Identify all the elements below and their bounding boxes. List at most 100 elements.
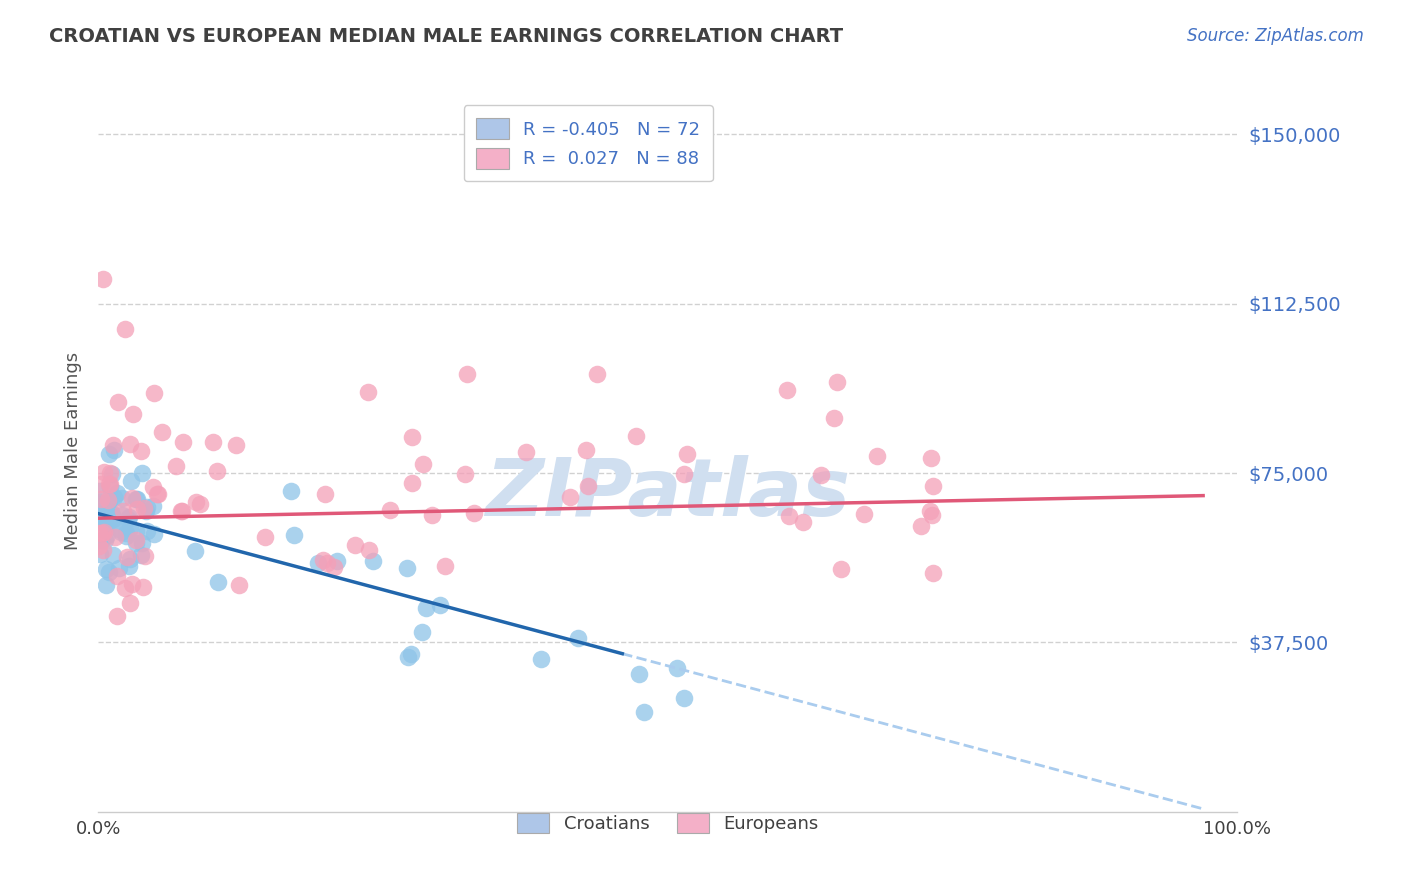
Point (135, 503, 157, 517)
Point (131, 580, 153, 594)
Text: Source: ZipAtlas.com: Source: ZipAtlas.com (1187, 27, 1364, 45)
Point (122, 407, 145, 421)
Point (90, 477, 112, 491)
Point (101, 510, 124, 524)
Point (132, 501, 155, 516)
Point (121, 491, 143, 505)
Point (172, 434, 194, 449)
Point (120, 521, 142, 535)
Point (378, 503, 401, 517)
Point (866, 449, 889, 463)
Point (91, 533, 114, 547)
Point (810, 468, 832, 483)
Point (312, 553, 335, 567)
Point (184, 495, 207, 509)
Point (89, 494, 111, 508)
Point (676, 447, 699, 461)
Point (136, 500, 159, 515)
Point (135, 524, 157, 538)
Text: ZIPatlas: ZIPatlas (485, 455, 851, 533)
Point (420, 508, 443, 522)
Point (98, 565, 121, 579)
Text: CROATIAN VS EUROPEAN MEDIAN MALE EARNINGS CORRELATION CHART: CROATIAN VS EUROPEAN MEDIAN MALE EARNING… (49, 27, 844, 45)
Point (118, 558, 141, 573)
Point (454, 467, 477, 481)
Point (110, 524, 132, 539)
Point (396, 649, 419, 664)
Point (87, 526, 110, 541)
Point (105, 486, 128, 500)
Point (921, 566, 943, 580)
Point (188, 497, 211, 511)
Point (118, 509, 141, 524)
Point (170, 504, 193, 518)
Point (910, 519, 932, 533)
Point (823, 410, 845, 425)
Point (114, 321, 136, 335)
Point (142, 480, 165, 494)
Point (94, 518, 117, 533)
Point (825, 375, 848, 389)
Point (776, 384, 799, 398)
Point (101, 467, 124, 481)
Point (103, 549, 125, 563)
Point (567, 631, 589, 645)
Point (323, 560, 346, 574)
Point (114, 582, 136, 596)
Point (125, 492, 148, 507)
Point (253, 530, 276, 544)
Point (184, 544, 207, 558)
Point (280, 483, 302, 498)
Point (87, 539, 110, 553)
Point (228, 578, 250, 592)
Point (108, 522, 131, 536)
Point (110, 508, 132, 523)
Point (141, 499, 163, 513)
Point (357, 384, 380, 399)
Point (124, 533, 146, 548)
Point (131, 536, 153, 550)
Point (94, 516, 117, 530)
Point (91, 507, 114, 521)
Point (361, 553, 384, 567)
Point (325, 554, 347, 568)
Point (108, 561, 131, 575)
Point (170, 504, 193, 518)
Point (624, 428, 647, 442)
Point (142, 386, 165, 401)
Point (98, 480, 121, 494)
Legend: Croatians, Europeans: Croatians, Europeans (505, 800, 831, 846)
Point (90, 491, 112, 506)
Point (922, 478, 945, 492)
Point (101, 512, 124, 526)
Point (145, 486, 167, 500)
Point (118, 552, 141, 566)
Point (401, 430, 423, 444)
Point (98, 494, 121, 508)
Point (778, 508, 800, 523)
Point (120, 474, 142, 488)
Point (93, 524, 115, 539)
Point (100, 505, 122, 519)
Point (457, 367, 479, 381)
Point (205, 464, 228, 478)
Point (93, 533, 115, 547)
Point (515, 445, 537, 459)
Point (97, 476, 120, 491)
Point (142, 526, 165, 541)
Point (105, 569, 128, 583)
Point (586, 367, 609, 381)
Point (105, 608, 128, 623)
Point (114, 526, 136, 541)
Point (103, 443, 125, 458)
Point (921, 508, 943, 522)
Point (576, 479, 599, 493)
Point (101, 438, 124, 452)
Point (201, 434, 224, 449)
Point (97, 493, 120, 508)
Point (627, 666, 650, 681)
Point (401, 475, 423, 490)
Point (103, 490, 125, 504)
Point (150, 425, 173, 439)
Point (90, 526, 112, 541)
